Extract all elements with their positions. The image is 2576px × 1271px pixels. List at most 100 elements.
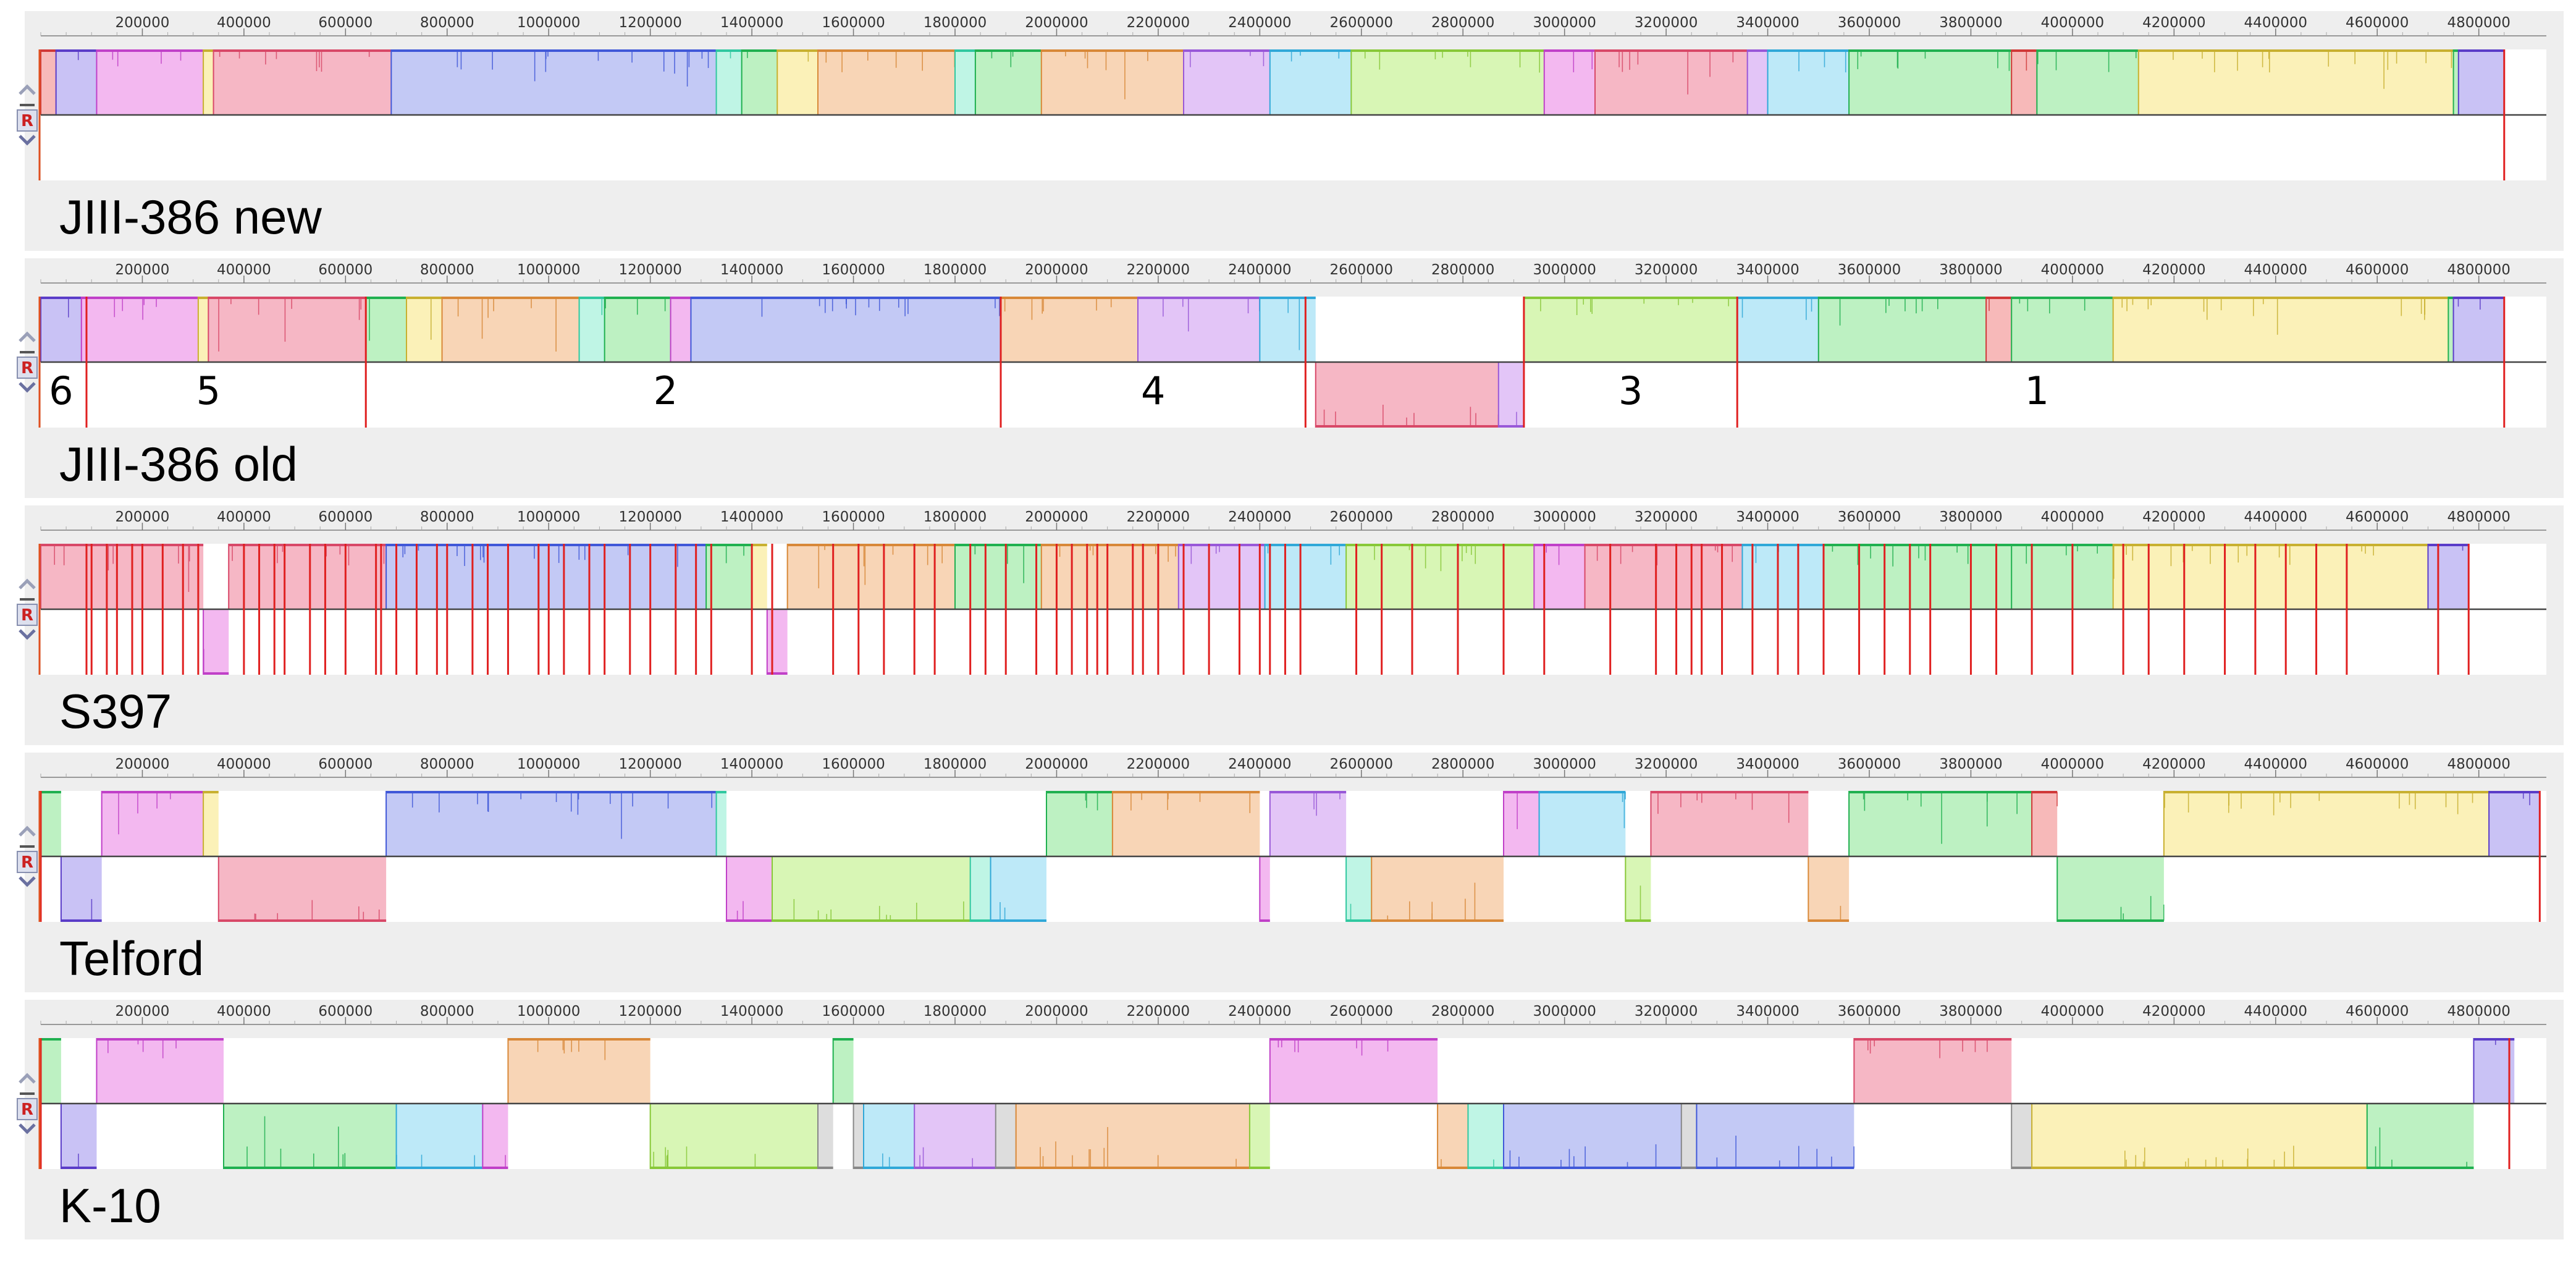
reference-toggle-label: R — [21, 1100, 33, 1119]
segment-number: 6 — [49, 368, 73, 413]
lcb-block — [990, 856, 1046, 922]
tick-label: 800000 — [420, 1003, 474, 1020]
tick-label: 1800000 — [924, 509, 987, 525]
lcb-block — [2032, 791, 2058, 856]
tick-label: 2400000 — [1228, 1003, 1291, 1020]
lcb-block — [1315, 362, 1499, 428]
move-up-icon — [19, 84, 36, 95]
lcb-block — [1041, 544, 1179, 609]
tick-label: 200000 — [116, 509, 170, 525]
tick-label: 1000000 — [517, 262, 580, 278]
reference-toggle — [17, 851, 38, 873]
tick-label: 2000000 — [1025, 262, 1088, 278]
lcb-block — [61, 856, 102, 922]
lcb-block — [1265, 544, 1347, 609]
tick-label: 3200000 — [1635, 756, 1698, 772]
tick-label: 1800000 — [924, 15, 987, 31]
tick-label: 2000000 — [1025, 15, 1088, 31]
lcb-block — [691, 297, 1001, 362]
lcb-block — [1046, 791, 1113, 856]
tick-label: 3000000 — [1533, 756, 1596, 772]
lcb-block — [670, 297, 691, 362]
lcb-block — [203, 791, 219, 856]
lcb-block — [1001, 297, 1138, 362]
tick-label: 4800000 — [2447, 509, 2510, 525]
tick-label: 600000 — [318, 756, 373, 772]
tick-label: 1000000 — [517, 509, 580, 525]
lcb-block — [203, 49, 214, 115]
lcb-block — [2458, 49, 2504, 115]
tick-label: 1400000 — [720, 15, 783, 31]
lcb-block — [391, 49, 717, 115]
lcb-block — [818, 1104, 833, 1169]
tick-label: 2000000 — [1025, 509, 1088, 525]
tick-label: 2600000 — [1330, 15, 1393, 31]
lcb-block — [41, 297, 82, 362]
tick-label: 4600000 — [2346, 262, 2409, 278]
segment-number: 2 — [654, 368, 678, 413]
lcb-block — [1249, 1104, 1270, 1169]
tick-label: 4000000 — [2041, 756, 2104, 772]
reference-toggle-label: R — [21, 606, 33, 625]
tick-label: 1200000 — [618, 509, 681, 525]
lcb-block — [208, 297, 366, 362]
lcb-block — [726, 856, 772, 922]
tick-label: 2000000 — [1025, 1003, 1088, 1020]
lcb-block — [1651, 791, 1809, 856]
tick-label: 1000000 — [517, 756, 580, 772]
move-down-icon — [19, 382, 36, 393]
lcb-block — [1534, 544, 1585, 609]
reference-toggle — [17, 1098, 38, 1120]
genome-panel: 200000 400000 600000 800000 1000000 1200000 14… — [17, 753, 2564, 992]
move-up-icon — [19, 1073, 36, 1084]
lcb-block — [1504, 791, 1539, 856]
lcb-block — [386, 791, 717, 856]
lcb-block — [482, 1104, 508, 1169]
lcb-block — [2011, 297, 2113, 362]
tick-label: 200000 — [116, 1003, 170, 1020]
genome-name: JIII-386 old — [59, 437, 298, 491]
lcb-block — [1351, 49, 1544, 115]
segment-number: 5 — [196, 368, 221, 413]
tick-label: 800000 — [420, 756, 474, 772]
lcb-block — [1371, 856, 1504, 922]
tick-label: 400000 — [217, 756, 271, 772]
reference-toggle — [17, 109, 38, 132]
lcb-block — [1498, 362, 1524, 428]
tick-label: 2600000 — [1330, 509, 1393, 525]
lcb-block — [955, 544, 1042, 609]
lcb-block — [41, 791, 61, 856]
tick-label: 1400000 — [720, 756, 783, 772]
tick-label: 800000 — [420, 15, 474, 31]
lcb-block — [41, 49, 56, 115]
tick-label: 1800000 — [924, 262, 987, 278]
lcb-block — [1437, 1104, 1468, 1169]
tick-label: 4600000 — [2346, 15, 2409, 31]
lcb-block — [767, 609, 788, 675]
tick-label: 4000000 — [2041, 262, 2104, 278]
lcb-block — [787, 544, 955, 609]
lcb-block — [2057, 856, 2164, 922]
lcb-block — [853, 1104, 864, 1169]
lcb-block — [1696, 1104, 1854, 1169]
genome-name: S397 — [59, 684, 172, 738]
tick-label: 1200000 — [618, 262, 681, 278]
lcb-block — [1585, 544, 1743, 609]
tick-label: 2600000 — [1330, 756, 1393, 772]
tick-label: 4400000 — [2244, 262, 2307, 278]
lcb-block — [1178, 544, 1265, 609]
lcb-block — [1346, 856, 1372, 922]
lcb-block — [970, 856, 991, 922]
tick-label: 2800000 — [1431, 509, 1494, 525]
segment-number: 1 — [2025, 368, 2049, 413]
tick-label: 4400000 — [2244, 1003, 2307, 1020]
tick-label: 400000 — [217, 15, 271, 31]
lcb-block — [1269, 49, 1352, 115]
lcb-block — [1016, 1104, 1250, 1169]
tick-label: 2400000 — [1228, 262, 1291, 278]
tick-label: 800000 — [420, 509, 474, 525]
lcb-block — [1269, 791, 1347, 856]
lcb-block — [1742, 544, 1824, 609]
reference-toggle-label: R — [21, 359, 33, 378]
